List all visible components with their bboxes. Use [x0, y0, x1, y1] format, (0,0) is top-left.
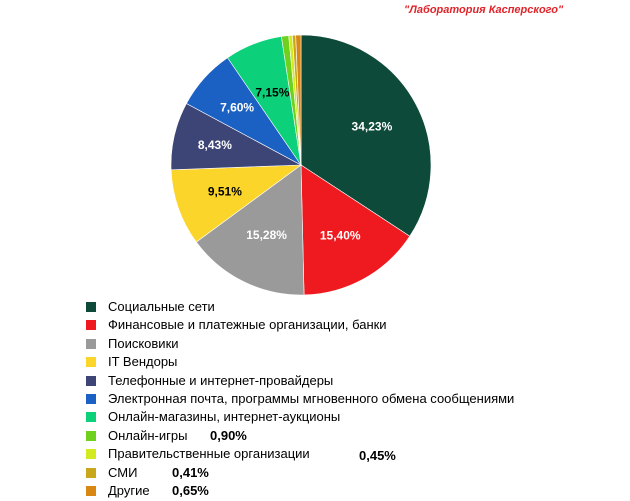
legend-item: Социальные сети	[86, 299, 630, 317]
legend-label: Онлайн-магазины, интернет-аукционы	[108, 409, 341, 425]
source-caption: "Лаборатория Касперского"	[404, 4, 564, 16]
pie-slice	[170, 164, 302, 243]
slice-data-label: 15,28%	[246, 228, 287, 242]
pie-slice	[295, 34, 302, 166]
legend-label: Социальные сети	[108, 299, 215, 314]
legend-label: Правительственные организации	[108, 446, 310, 462]
legend-swatch	[86, 467, 96, 478]
legend-swatch	[86, 375, 96, 386]
slice-data-label: 7,60%	[220, 101, 254, 115]
legend-item: Онлайн-магазины, интернет-аукционы	[86, 409, 630, 427]
legend-swatch	[86, 302, 96, 312]
chart-legend: Социальные сети Финансовые и платежные ор…	[86, 299, 630, 501]
legend-swatch	[86, 412, 96, 423]
legend-swatch	[86, 485, 96, 496]
legend-label: Телефонные и интернет-провайдеры	[108, 372, 334, 388]
legend-swatch	[86, 357, 96, 368]
legend-swatch	[86, 393, 96, 404]
slice-data-label: 15,40%	[320, 228, 361, 242]
legend-value: 0,45%	[359, 448, 396, 464]
legend-swatch	[86, 449, 96, 460]
legend-item: СМИ 0,41%	[86, 465, 630, 483]
legend-swatch	[86, 320, 96, 331]
pie-slice	[195, 164, 305, 296]
legend-swatch	[86, 430, 96, 441]
legend-label: Электронная почта, программы мгновенного…	[108, 390, 515, 406]
pie-slice	[300, 34, 432, 237]
legend-item: Правительственные организации 0,45%	[86, 446, 630, 464]
legend-value: 0,41%	[172, 464, 209, 480]
legend-value: 0,65%	[172, 482, 209, 498]
legend-item: Другие 0,65%	[86, 483, 630, 501]
legend-label: Финансовые и платежные организации, банк…	[108, 317, 387, 333]
legend-label: Поисковики	[108, 335, 179, 351]
legend-item: Электронная почта, программы мгновенного…	[86, 391, 630, 409]
slice-data-label: 9,51%	[208, 185, 242, 199]
legend-item: Онлайн-игры 0,90%	[86, 428, 630, 446]
legend-value: 0,90%	[210, 427, 247, 443]
slice-data-label: 34,23%	[352, 120, 393, 134]
legend-item: Телефонные и интернет-провайдеры	[86, 373, 630, 391]
legend-item: IT Вендоры	[86, 354, 630, 372]
legend-item: Финансовые и платежные организации, банк…	[86, 317, 630, 335]
pie-slice	[300, 164, 411, 296]
legend-label: СМИ	[108, 464, 138, 480]
legend-label: Онлайн-игры	[108, 427, 188, 443]
slice-data-label: 8,43%	[198, 138, 232, 152]
slice-data-label: 7,15%	[255, 85, 289, 99]
legend-item: Поисковики	[86, 336, 630, 354]
pie-chart: 34,23% 15,40% 15,28% 9,51% 8,43% 7,60%7,15%	[170, 34, 432, 296]
legend-label: Другие	[108, 482, 150, 498]
legend-label: IT Вендоры	[108, 354, 178, 370]
legend-swatch	[86, 338, 96, 349]
